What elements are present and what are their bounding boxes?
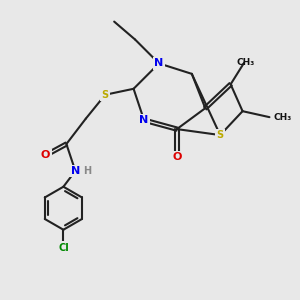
Text: O: O (41, 150, 50, 161)
Text: H: H (83, 166, 92, 176)
Text: Cl: Cl (58, 243, 69, 253)
Text: N: N (140, 115, 149, 125)
Text: O: O (172, 152, 182, 163)
Text: S: S (217, 130, 224, 140)
Text: S: S (102, 90, 109, 100)
Text: N: N (154, 58, 164, 68)
Text: N: N (71, 166, 80, 176)
Text: CH₃: CH₃ (236, 58, 255, 67)
Text: CH₃: CH₃ (274, 113, 292, 122)
